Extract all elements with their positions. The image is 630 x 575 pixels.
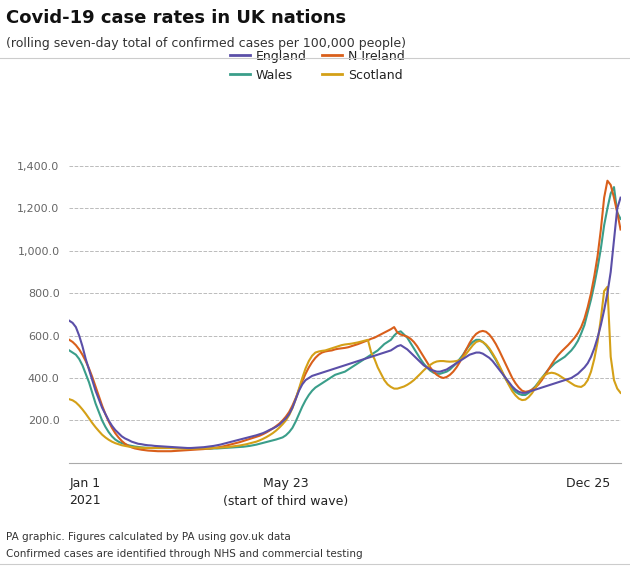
Text: Dec 25: Dec 25 [566, 477, 610, 490]
Text: Confirmed cases are identified through NHS and commercial testing: Confirmed cases are identified through N… [6, 549, 363, 559]
Text: (start of third wave): (start of third wave) [223, 494, 348, 508]
Text: PA graphic. Figures calculated by PA using gov.uk data: PA graphic. Figures calculated by PA usi… [6, 532, 291, 542]
Legend: England, Wales, N Ireland, Scotland: England, Wales, N Ireland, Scotland [225, 45, 410, 87]
Text: Covid-19 case rates in UK nations: Covid-19 case rates in UK nations [6, 9, 347, 26]
Text: May 23: May 23 [263, 477, 308, 490]
Text: Jan 1: Jan 1 [69, 477, 100, 490]
Text: 2021: 2021 [69, 494, 101, 508]
Text: (rolling seven-day total of confirmed cases per 100,000 people): (rolling seven-day total of confirmed ca… [6, 37, 406, 51]
